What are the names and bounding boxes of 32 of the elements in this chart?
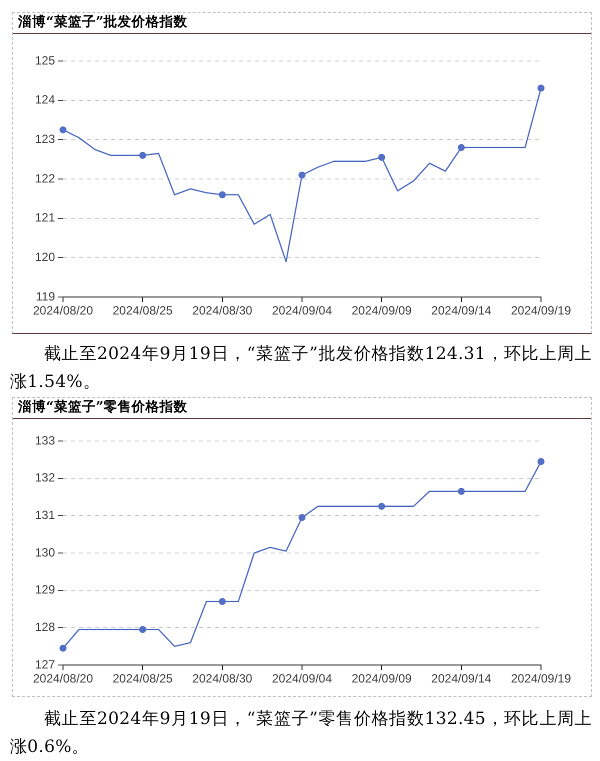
x-tick-label: 2024/09/09 [352, 672, 412, 686]
x-tick-label: 2024/08/20 [32, 672, 94, 686]
y-tick-label: 120 [34, 250, 56, 264]
y-tick-label: 129 [34, 582, 56, 597]
y-tick-label: 124 [34, 92, 56, 107]
x-tick-label: 2024/09/19 [510, 672, 572, 686]
x-tick-label: 2024/09/04 [272, 304, 332, 318]
x-tick-label: 2024/08/20 [32, 304, 94, 318]
x-tick-label: 2024/08/25 [112, 672, 174, 686]
x-tick-label: 2024/08/30 [192, 672, 253, 686]
y-tick-label: 125 [34, 53, 56, 68]
y-tick-label: 132 [34, 470, 56, 485]
chart-title: 淄博“菜篮子”批发价格指数 [18, 13, 188, 31]
x-tick-label: 2024/09/14 [431, 672, 492, 686]
y-tick-label: 127 [34, 657, 56, 672]
y-tick-label: 123 [34, 132, 56, 146]
y-tick-label: 130 [34, 545, 56, 560]
y-tick-label: 133 [34, 433, 56, 448]
y-tick-label: 121 [34, 210, 56, 225]
y-tick-label: 122 [34, 171, 56, 186]
text: 截止至2024年9月19日，“菜篮子”批发价格指数124.31，环比上周上涨1.54%。 [10, 343, 592, 394]
chart-title: 淄博“菜篮子”零售价格指数 [18, 398, 188, 416]
x-tick-label: 2024/08/25 [112, 304, 174, 318]
y-tick-label: 128 [34, 620, 56, 634]
y-tick-label: 119 [36, 289, 56, 304]
x-tick-label: 2024/09/19 [510, 304, 572, 318]
y-tick-label: 131 [34, 508, 56, 522]
x-tick-label: 2024/08/30 [192, 304, 253, 318]
x-tick-label: 2024/09/14 [431, 304, 492, 318]
x-tick-label: 2024/09/04 [272, 672, 332, 686]
x-tick-label: 2024/09/09 [352, 304, 412, 318]
text: 截止至2024年9月19日，“菜篮子”零售价格指数132.45，环比上周上涨0.6%。 [10, 708, 592, 759]
